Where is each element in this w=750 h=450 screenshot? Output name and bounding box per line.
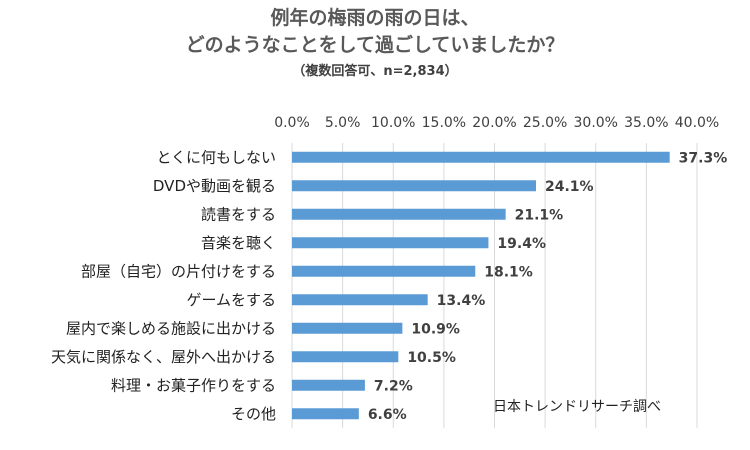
- x-tick-label: 30.0%: [574, 115, 618, 131]
- x-tick-label: 20.0%: [472, 115, 516, 131]
- x-tick-label: 40.0%: [675, 115, 719, 131]
- category-label: 天気に関係なく、屋外へ出かける: [51, 348, 276, 366]
- bar: [292, 265, 476, 277]
- category-label: 料理・お菓子作りをする: [111, 376, 276, 394]
- chart-title: 例年の梅雨の雨の日は、: [270, 7, 480, 29]
- category-label: とくに何もしない: [156, 148, 276, 166]
- bar: [292, 294, 428, 306]
- category-label: 読書をする: [201, 205, 276, 223]
- category-label: DVDや動画を観る: [153, 177, 276, 195]
- value-label: 10.9%: [411, 321, 460, 337]
- bar: [292, 351, 399, 363]
- bar: [292, 379, 365, 391]
- chart-subtitle: （複数回答可、n=2,834）: [292, 64, 458, 79]
- x-tick-label: 5.0%: [325, 115, 361, 131]
- category-label: その他: [231, 405, 276, 423]
- value-label: 7.2%: [374, 378, 413, 394]
- bar: [292, 180, 537, 192]
- bar: [292, 237, 489, 249]
- value-label: 10.5%: [407, 350, 456, 366]
- category-label: 屋内で楽しめる施設に出かける: [66, 319, 276, 337]
- bar: [292, 151, 670, 163]
- value-label: 6.6%: [368, 407, 407, 423]
- value-label: 37.3%: [679, 150, 728, 166]
- x-tick-label: 10.0%: [371, 115, 415, 131]
- bar: [292, 208, 506, 220]
- value-label: 13.4%: [437, 293, 486, 309]
- bar: [292, 322, 403, 334]
- value-label: 18.1%: [484, 264, 533, 280]
- bar: [292, 408, 359, 420]
- x-tick-label: 0.0%: [274, 115, 310, 131]
- x-tick-label: 25.0%: [523, 115, 567, 131]
- value-label: 24.1%: [545, 179, 594, 195]
- category-label: ゲームをする: [186, 291, 276, 309]
- value-label: 21.1%: [515, 207, 564, 223]
- chart-title-line2: どのようなことをして過ごしていましたか？: [185, 34, 565, 56]
- x-tick-label: 15.0%: [422, 115, 466, 131]
- value-label: 19.4%: [497, 236, 546, 252]
- x-tick-label: 35.0%: [624, 115, 668, 131]
- category-label: 部屋（自宅）の片付けをする: [81, 262, 276, 280]
- category-label: 音楽を聴く: [201, 234, 276, 252]
- source-credit: 日本トレンドリサーチ調べ: [493, 399, 661, 415]
